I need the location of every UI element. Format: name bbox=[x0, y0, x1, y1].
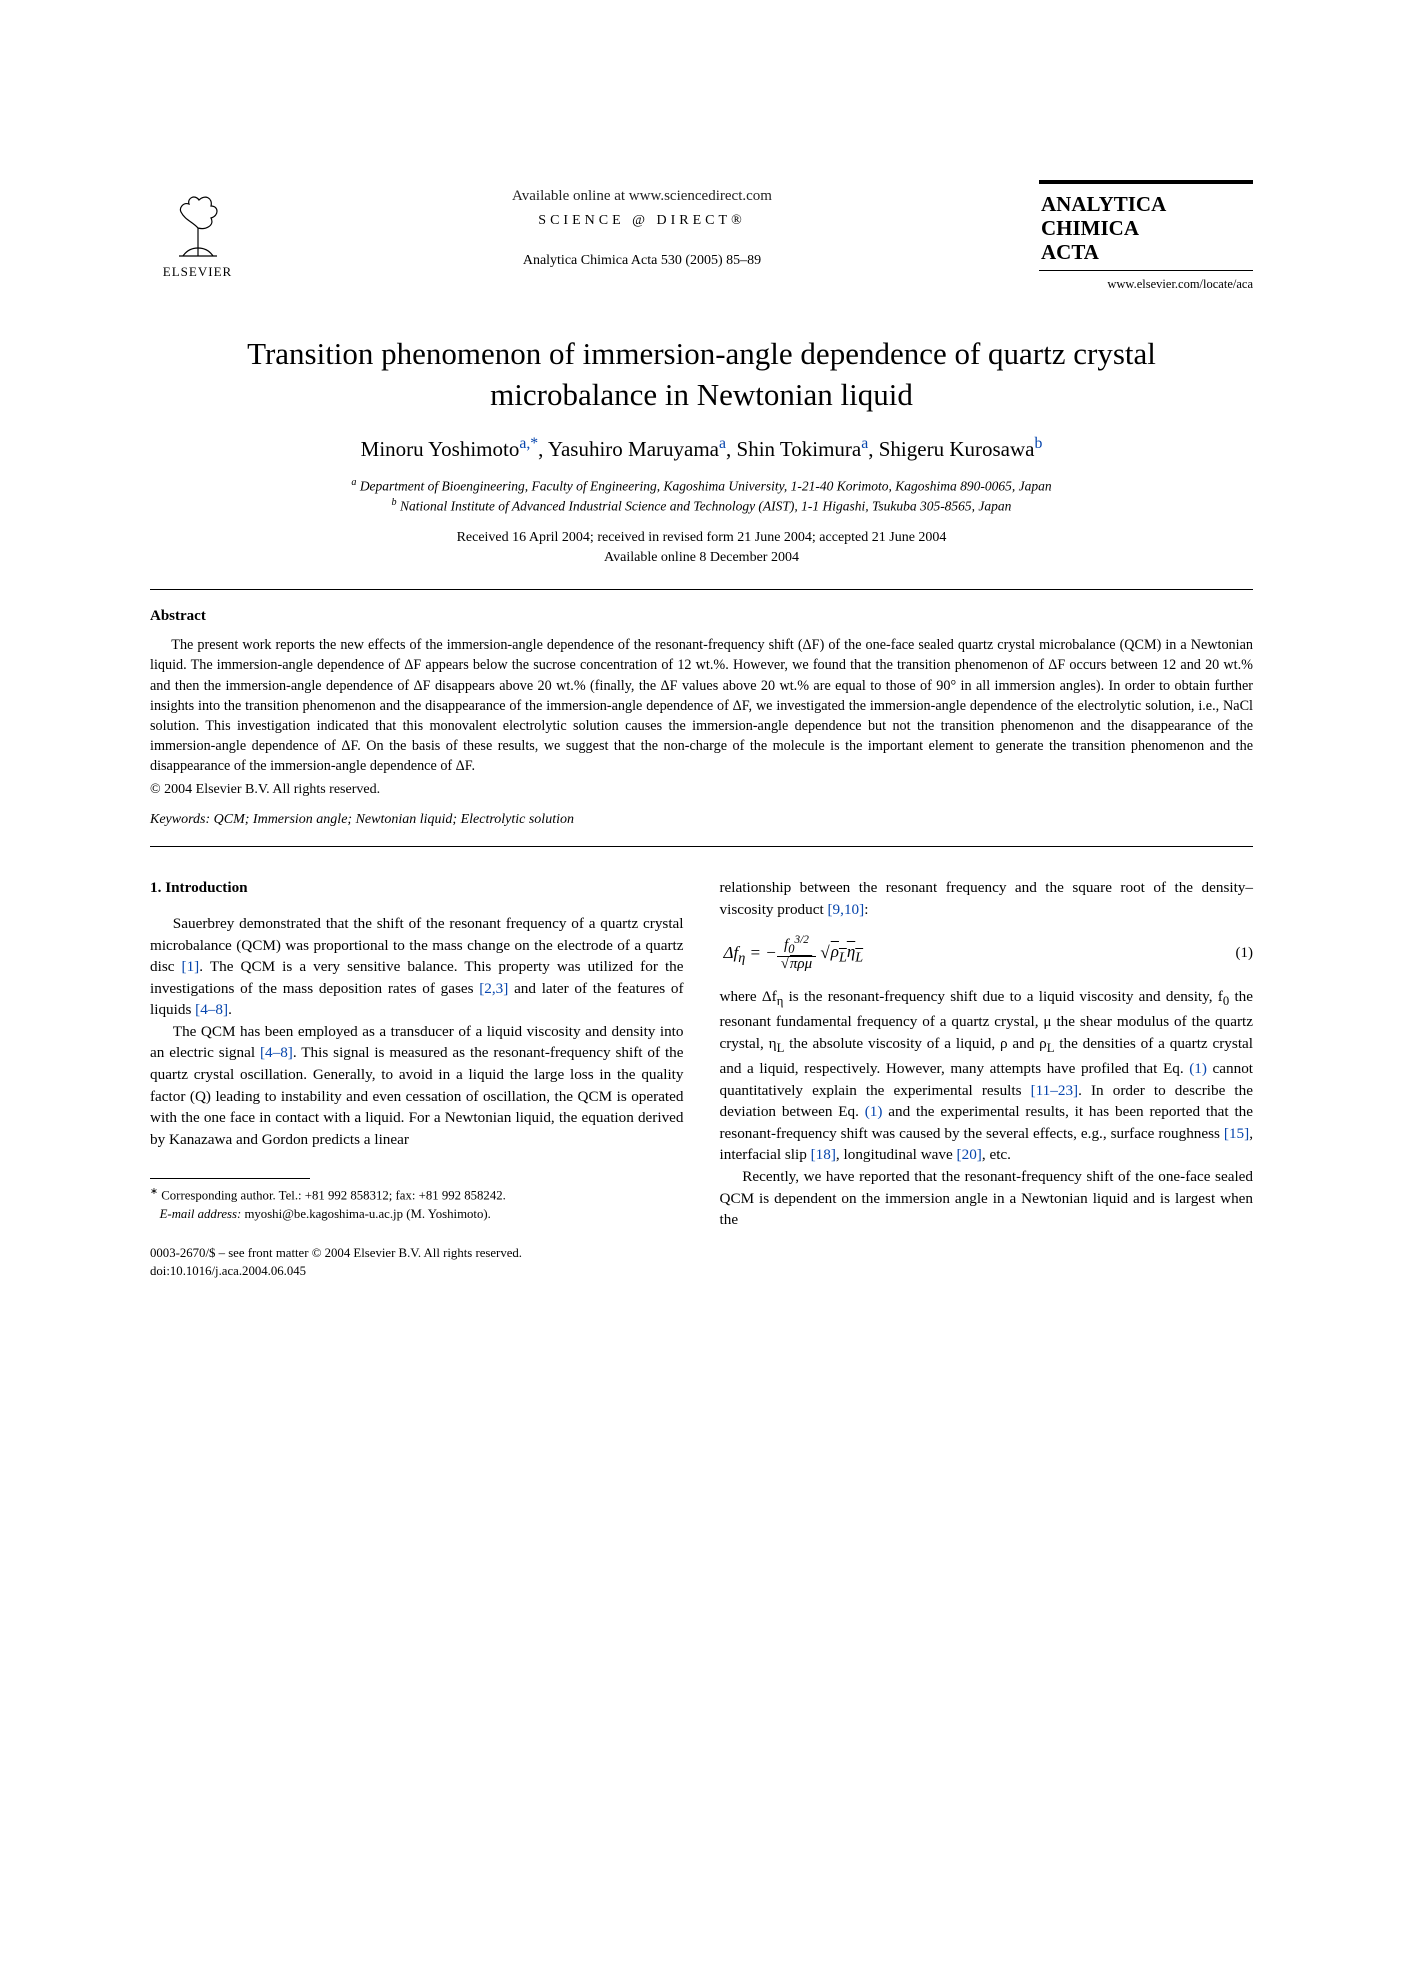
journal-citation: Analytica Chimica Acta 530 (2005) 85–89 bbox=[245, 253, 1039, 269]
front-matter-line: 0003-2670/$ – see front matter © 2004 El… bbox=[150, 1245, 684, 1263]
intro-para-2: The QCM has been employed as a transduce… bbox=[150, 1021, 684, 1150]
copyright-line: © 2004 Elsevier B.V. All rights reserved… bbox=[150, 782, 1253, 798]
ref-15[interactable]: [15] bbox=[1224, 1125, 1249, 1142]
available-online-text: Available online at www.sciencedirect.co… bbox=[245, 188, 1039, 205]
elsevier-tree-icon bbox=[163, 188, 233, 260]
intro-para-1: Sauerbrey demonstrated that the shift of… bbox=[150, 913, 684, 1021]
keywords-text: QCM; Immersion angle; Newtonian liquid; … bbox=[210, 812, 574, 827]
publisher-logo: ELSEVIER bbox=[150, 180, 245, 280]
eq-ref-1b[interactable]: (1) bbox=[865, 1103, 883, 1120]
author-3: Shin Tokimuraa bbox=[737, 437, 869, 461]
right-column: relationship between the resonant freque… bbox=[720, 877, 1254, 1281]
affiliations: a Department of Bioengineering, Faculty … bbox=[150, 476, 1253, 516]
keywords-label: Keywords: bbox=[150, 812, 210, 827]
journal-name-line2: CHIMICA bbox=[1041, 216, 1251, 240]
ref-4-8b[interactable]: [4–8] bbox=[260, 1044, 293, 1061]
sciencedirect-label: SCIENCE @ DIRECT® bbox=[245, 213, 1039, 229]
article-title: Transition phenomenon of immersion-angle… bbox=[220, 334, 1183, 415]
eq-ref-1a[interactable]: (1) bbox=[1189, 1060, 1207, 1077]
journal-url: www.elsevier.com/locate/aca bbox=[1039, 277, 1253, 292]
dates-available: Available online 8 December 2004 bbox=[150, 548, 1253, 568]
page: ELSEVIER Available online at www.science… bbox=[0, 0, 1403, 1361]
article-dates: Received 16 April 2004; received in revi… bbox=[150, 528, 1253, 567]
equation-body: Δfη = −f03/2√πρμ √ρLηL bbox=[720, 935, 864, 973]
journal-name-line1: ANALYTICA bbox=[1041, 192, 1251, 216]
left-column: 1. Introduction Sauerbrey demonstrated t… bbox=[150, 877, 684, 1281]
eq-explain-para: where Δfη is the resonant-frequency shif… bbox=[720, 986, 1254, 1166]
abstract-body: The present work reports the new effects… bbox=[150, 635, 1253, 776]
journal-header: ELSEVIER Available online at www.science… bbox=[150, 180, 1253, 292]
ref-20[interactable]: [20] bbox=[957, 1146, 982, 1163]
dates-received: Received 16 April 2004; received in revi… bbox=[150, 528, 1253, 548]
rule-above-abstract bbox=[150, 589, 1253, 590]
affiliation-a: a Department of Bioengineering, Faculty … bbox=[150, 476, 1253, 496]
author-list: Minoru Yoshimotoa,*, Yasuhiro Maruyamaa,… bbox=[150, 435, 1253, 462]
corresponding-author-footnote: ∗ Corresponding author. Tel.: +81 992 85… bbox=[150, 1185, 684, 1223]
ref-2-3[interactable]: [2,3] bbox=[479, 980, 508, 997]
ref-18[interactable]: [18] bbox=[811, 1146, 836, 1163]
abstract-heading: Abstract bbox=[150, 608, 1253, 625]
journal-name-line3: ACTA bbox=[1041, 240, 1251, 264]
header-center: Available online at www.sciencedirect.co… bbox=[245, 180, 1039, 269]
rule-below-keywords bbox=[150, 846, 1253, 847]
recently-para: Recently, we have reported that the reso… bbox=[720, 1166, 1254, 1231]
publisher-name: ELSEVIER bbox=[163, 264, 232, 280]
body-columns: 1. Introduction Sauerbrey demonstrated t… bbox=[150, 877, 1253, 1281]
abstract-text: The present work reports the new effects… bbox=[150, 635, 1253, 776]
author-2: Yasuhiro Maruyamaa bbox=[548, 437, 726, 461]
equation-1: Δfη = −f03/2√πρμ √ρLηL (1) bbox=[720, 935, 1254, 973]
ref-1[interactable]: [1] bbox=[182, 958, 200, 975]
footnote-separator bbox=[150, 1178, 310, 1179]
email-label: E-mail address: bbox=[160, 1207, 242, 1221]
keywords-line: Keywords: QCM; Immersion angle; Newtonia… bbox=[150, 812, 1253, 828]
ref-11-23[interactable]: [11–23] bbox=[1031, 1082, 1079, 1099]
section-1-heading: 1. Introduction bbox=[150, 877, 684, 899]
ref-4-8a[interactable]: [4–8] bbox=[195, 1001, 228, 1018]
corresponding-email: myoshi@be.kagoshima-u.ac.jp (M. Yoshimot… bbox=[241, 1207, 491, 1221]
doi-line: doi:10.1016/j.aca.2004.06.045 bbox=[150, 1263, 684, 1281]
affiliation-b: b National Institute of Advanced Industr… bbox=[150, 496, 1253, 516]
author-4: Shigeru Kurosawab bbox=[879, 437, 1043, 461]
journal-title-box: ANALYTICA CHIMICA ACTA bbox=[1039, 180, 1253, 271]
ref-9-10[interactable]: [9,10] bbox=[828, 901, 865, 918]
right-col-lead: relationship between the resonant freque… bbox=[720, 877, 1254, 920]
journal-box-wrap: ANALYTICA CHIMICA ACTA www.elsevier.com/… bbox=[1039, 180, 1253, 292]
author-1: Minoru Yoshimotoa,* bbox=[361, 437, 539, 461]
equation-number: (1) bbox=[1236, 943, 1254, 964]
doi-block: 0003-2670/$ – see front matter © 2004 El… bbox=[150, 1245, 684, 1281]
